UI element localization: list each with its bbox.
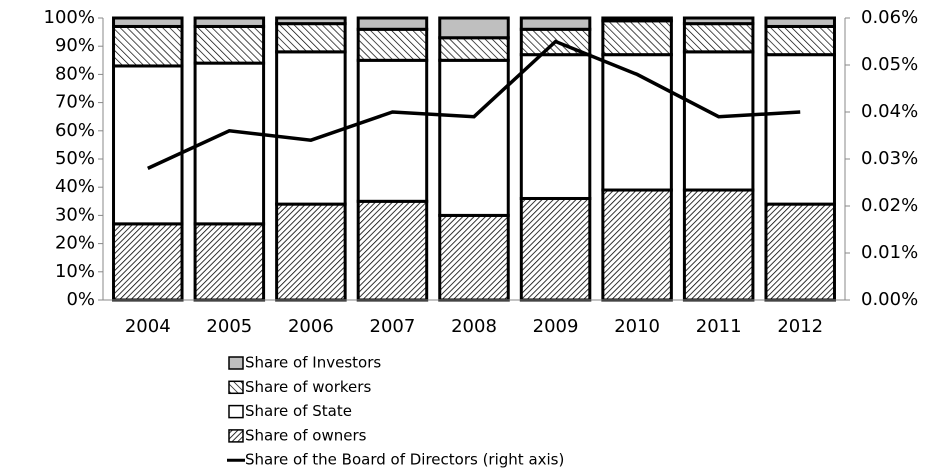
legend-swatch bbox=[228, 404, 244, 419]
y-tick-label: 70% bbox=[55, 92, 95, 113]
y-tick-label: 50% bbox=[55, 148, 95, 169]
bar-segment bbox=[601, 188, 673, 302]
bar-segment bbox=[193, 61, 266, 226]
bar-segment bbox=[682, 22, 755, 54]
bar-segment bbox=[519, 196, 592, 302]
bar-segment bbox=[356, 58, 429, 203]
bar-segment bbox=[764, 202, 836, 302]
bar-segment bbox=[601, 19, 673, 57]
y2-tick-label: 0.04% bbox=[861, 101, 918, 122]
line bbox=[147, 39, 801, 170]
legend-label: Share of Investors bbox=[245, 354, 381, 372]
legend-swatch bbox=[228, 356, 244, 370]
bar-segment bbox=[112, 64, 184, 226]
x-tick-label: 2012 bbox=[777, 316, 823, 337]
x-tick-label: 2010 bbox=[614, 316, 660, 337]
bar-segment bbox=[275, 22, 347, 54]
bar-segment bbox=[112, 16, 184, 28]
x-tick-label: 2008 bbox=[451, 316, 497, 337]
legend-swatch bbox=[228, 429, 244, 443]
bar-segment bbox=[356, 27, 429, 62]
bar-segment bbox=[682, 50, 755, 192]
bar-segment bbox=[601, 16, 673, 23]
y2-tick-label: 0.00% bbox=[861, 289, 918, 310]
bar-segment bbox=[519, 53, 592, 200]
y2-tick-label: 0.06% bbox=[861, 7, 918, 28]
legend-label: Share of owners bbox=[245, 426, 367, 444]
y-tick-label: 20% bbox=[55, 233, 95, 254]
bar-segment bbox=[438, 58, 510, 217]
bar-segment bbox=[193, 24, 266, 65]
y-tick-label: 90% bbox=[55, 35, 95, 56]
bar-segment bbox=[764, 53, 836, 206]
y-tick-label: 80% bbox=[55, 63, 95, 84]
y-tick-label: 30% bbox=[55, 204, 95, 225]
bar-segment bbox=[764, 16, 836, 28]
legend-label: Share of the Board of Directors (right a… bbox=[245, 451, 564, 469]
bar-segment bbox=[193, 16, 266, 28]
x-tick-label: 2009 bbox=[533, 316, 579, 337]
bar-segment bbox=[519, 16, 592, 31]
y-tick-label: 100% bbox=[44, 7, 95, 28]
bar-segment bbox=[275, 202, 347, 302]
x-tick-label: 2006 bbox=[288, 316, 334, 337]
bar-segment bbox=[356, 16, 429, 31]
bar-segment bbox=[438, 16, 510, 40]
y2-tick-label: 0.05% bbox=[861, 54, 918, 75]
y2-tick-label: 0.01% bbox=[861, 242, 918, 263]
bar-segment bbox=[193, 222, 266, 302]
bar-segment bbox=[682, 16, 755, 26]
x-tick-label: 2004 bbox=[125, 316, 171, 337]
y-tick-label: 0% bbox=[66, 289, 95, 310]
y2-tick-label: 0.02% bbox=[861, 195, 918, 216]
bar-segment bbox=[275, 16, 347, 26]
x-tick-label: 2005 bbox=[206, 316, 252, 337]
y-tick-label: 60% bbox=[55, 120, 95, 141]
legend-label: Share of State bbox=[245, 402, 352, 420]
y2-tick-label: 0.03% bbox=[861, 148, 918, 169]
x-tick-label: 2011 bbox=[696, 316, 742, 337]
bar-segment bbox=[438, 36, 510, 62]
bar-segment bbox=[764, 24, 836, 57]
bar-segment bbox=[112, 222, 184, 302]
y-tick-label: 40% bbox=[55, 176, 95, 197]
x-tick-label: 2007 bbox=[370, 316, 416, 337]
bar-segment bbox=[112, 24, 184, 68]
bar-segment bbox=[356, 199, 429, 302]
bar-segment bbox=[682, 188, 755, 302]
bar-segment bbox=[438, 213, 510, 302]
legend-label: Share of workers bbox=[245, 378, 371, 396]
legend-swatch bbox=[228, 380, 244, 395]
y-tick-label: 10% bbox=[55, 261, 95, 282]
bar-segment bbox=[275, 50, 347, 206]
